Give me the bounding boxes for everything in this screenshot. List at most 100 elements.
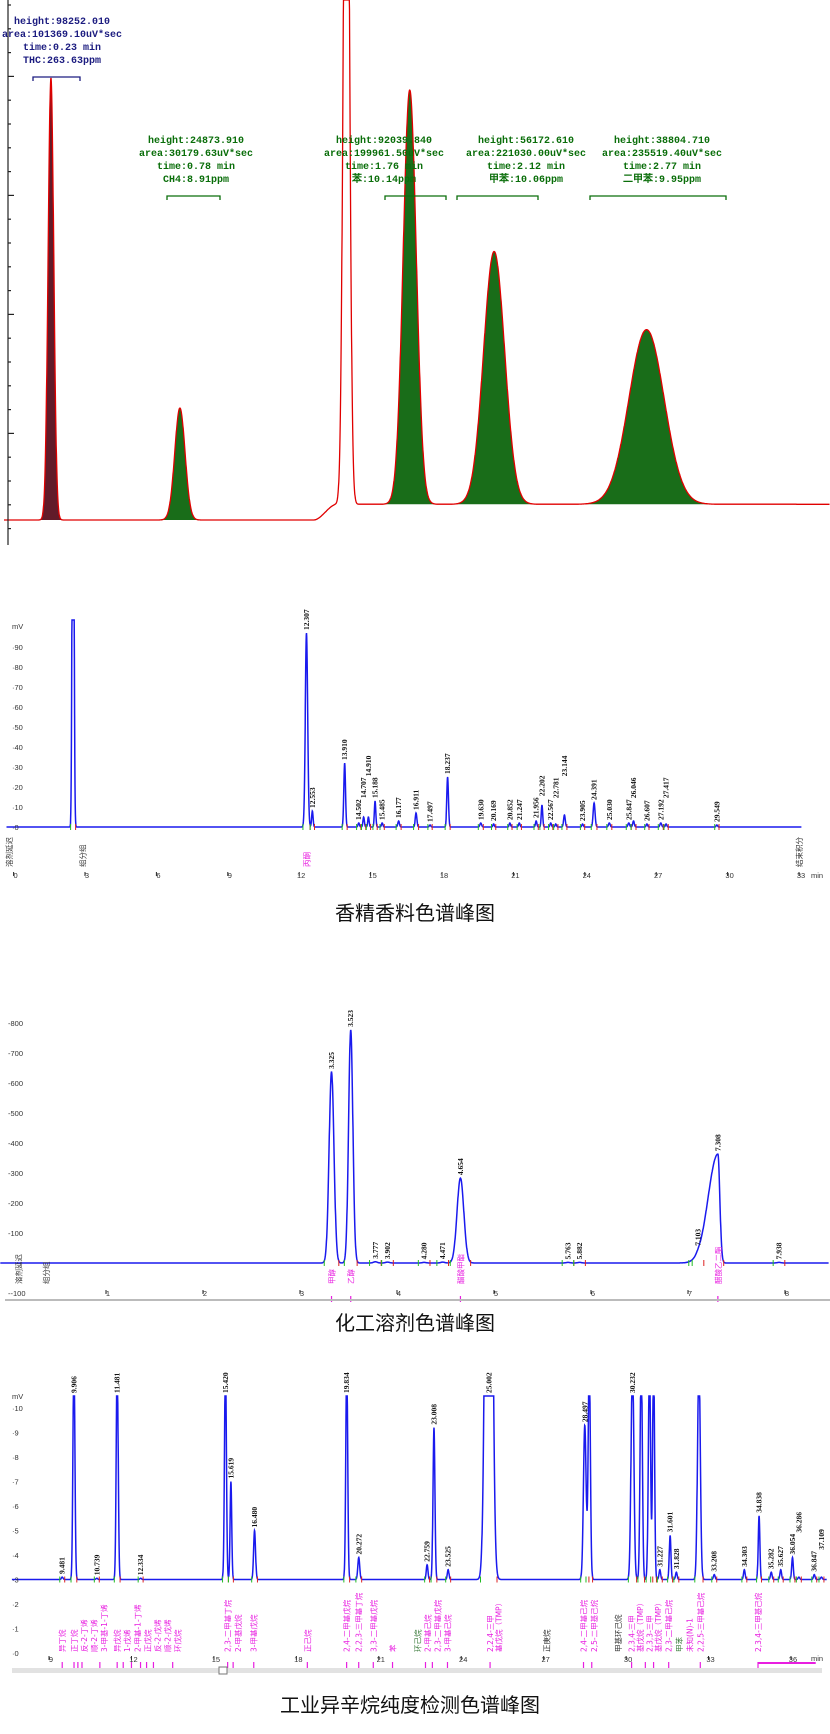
compound-label: 3-甲基戊烷 [249, 1614, 259, 1652]
peak-retention-label: 29.549 [712, 801, 721, 822]
compound-label: 醋酸乙二酯 [713, 1246, 723, 1284]
x-tick-label: 24 [459, 1655, 467, 1664]
chart-1: height:98252.010area:101369.10uV*sectime… [2, 0, 830, 545]
peak-retention-label: 27.192 [656, 799, 665, 820]
peak-retention-label: 12.334 [136, 1554, 145, 1575]
peak-annotation-line: 甲苯:10.06ppm [489, 172, 563, 186]
peak-retention-label: 4.280 [420, 1242, 429, 1259]
peak-retention-label: 7.938 [774, 1242, 783, 1259]
chart-3: 3.325 3.523 3.777 3.902 4.280 4.471 4.654 5.763… [0, 1010, 830, 1302]
compound-label: 异丁烷 [57, 1629, 67, 1652]
x-tick-label: 27 [541, 1655, 549, 1664]
y-tick-label: ·5 [12, 1527, 19, 1536]
y-tick-label: -700 [8, 1049, 23, 1058]
compound-label: 3,3-二甲基戊烷 [368, 1599, 378, 1652]
y-tick-label: ·6 [12, 1502, 19, 1511]
compound-label: 甲基环己烷 [613, 1614, 623, 1652]
y-tick-label: ·20 [12, 783, 23, 792]
peak-retention-label: 36.847 [810, 1551, 819, 1572]
compound-label: 组分组 [78, 844, 88, 867]
scrollbar-thumb[interactable] [218, 1666, 228, 1675]
y-tick-label: ·50 [12, 723, 23, 732]
x-tick-label: 0 [14, 871, 18, 880]
peak-retention-label: 20.852 [505, 799, 514, 820]
y-tick-label: ·40 [12, 743, 23, 752]
x-tick-label: 2 [203, 1289, 207, 1298]
x-tick-label: 6 [156, 871, 160, 880]
y-tick-label: ·3 [12, 1576, 19, 1585]
peak-retention-label: 31.227 [655, 1546, 664, 1567]
peak-retention-label: 17.497 [426, 801, 435, 822]
peak-retention-label: 34.838 [755, 1492, 764, 1513]
y-tick-label: ·60 [12, 703, 23, 712]
x-tick-label: 7 [688, 1289, 692, 1298]
peak-annotation-line: CH4:8.91ppm [163, 175, 229, 186]
peak-annotation-line: area:199961.50uV*sec [324, 148, 444, 160]
signal-trace [0, 1029, 829, 1264]
signal-trace [11, 1395, 827, 1581]
peak-retention-label: 16.911 [412, 790, 421, 810]
peak-retention-label: 15.619 [226, 1458, 235, 1479]
x-tick-label: 21 [377, 1655, 385, 1664]
y-tick-label: ·30 [12, 763, 23, 772]
peak-annotation-line: time:0.23 min [23, 42, 101, 54]
compound-label: 2-甲基戊烷 [233, 1614, 243, 1652]
y-tick-label: -600 [8, 1079, 23, 1088]
y-tick-label: ·7 [12, 1478, 19, 1487]
peak-annotation-line: time:0.78 min [157, 161, 235, 173]
peak-retention-label: 11.481 [113, 1373, 122, 1393]
peak-retention-label: 22.567 [546, 799, 555, 820]
peak-retention-label: 21.247 [515, 799, 524, 820]
horizontal-scrollbar[interactable] [12, 1668, 822, 1673]
peak-retention-label: 25.002 [484, 1372, 493, 1393]
peak-retention-label: 37.109 [817, 1529, 826, 1550]
peak-retention-label: 33.208 [710, 1551, 719, 1572]
peak-retention-label: 23.144 [560, 755, 569, 776]
compound-label: 2,3,4-三甲基戊烷（TMP） [628, 1599, 646, 1652]
chart-4: 9.481 9.906 10.739 11.481 12.334 15.420 15.619… [11, 1372, 827, 1675]
compound-label: 结束积分 [794, 837, 804, 867]
compound-label: 1-戊烯 [122, 1629, 132, 1652]
peak-bracket [166, 195, 221, 200]
peak-retention-label: 21.956 [532, 797, 541, 818]
peak-annotation-line: height:38804.710 [614, 135, 710, 147]
peak-annotation-line: area:235519.40uV*sec [602, 148, 722, 160]
compound-label: 组分组 [41, 1261, 51, 1284]
peak-fill [576, 329, 735, 505]
compound-label: 未知(N)-1 [685, 1618, 695, 1652]
compound-label: 环己烷 [412, 1629, 422, 1652]
y-tick-label: ·8 [12, 1453, 19, 1462]
peak-retention-label: 15.188 [371, 777, 380, 798]
x-tick-label: 12 [297, 871, 305, 880]
compound-label: 2,4-二甲基己烷 [579, 1599, 589, 1652]
chart2-title: 香精香料色谱峰图 [335, 901, 495, 925]
y-tick-label: ·90 [12, 643, 23, 652]
x-tick-label: 24 [583, 871, 591, 880]
peak-retention-label: 15.420 [221, 1372, 230, 1393]
compound-label: 2,3-二甲基丁烷 [223, 1599, 233, 1652]
peak-retention-label: 23.008 [429, 1404, 438, 1425]
y-tick-label: ·1 [12, 1625, 19, 1634]
peak-annotation-line: area:30179.63uV*sec [139, 148, 253, 160]
compound-label: 2,5-二甲基己烷 [589, 1599, 599, 1652]
peak-retention-label: 9.481 [58, 1557, 67, 1574]
peak-retention-label: 35.282 [767, 1548, 776, 1569]
x-tick-label: 9 [228, 871, 232, 880]
x-tick-label: 15 [212, 1655, 220, 1664]
y-tick-label: ·9 [12, 1429, 19, 1438]
peak-retention-label: 13.910 [340, 739, 349, 760]
peak-retention-label: 26.607 [642, 800, 651, 821]
x-tick-label: 4 [397, 1289, 401, 1298]
x-tick-label: 27 [654, 871, 662, 880]
peak-retention-label: 27.417 [662, 777, 671, 798]
y-tick-label: ·80 [12, 663, 23, 672]
peak-bracket [384, 195, 447, 200]
compound-label: 2-甲基己烷 [422, 1614, 432, 1652]
compound-label-part: 2,2,4-三甲 [486, 1615, 495, 1652]
peak-retention-label: 3.777 [371, 1242, 380, 1259]
peak-retention-label: 34.303 [740, 1546, 749, 1567]
peak-retention-label: 23.525 [444, 1546, 453, 1567]
chart4-title: 工业异辛烷纯度检测色谱峰图 [280, 1693, 540, 1717]
peak-retention-label: 5.763 [564, 1242, 573, 1259]
peak-retention-label: 19.630 [476, 799, 485, 820]
